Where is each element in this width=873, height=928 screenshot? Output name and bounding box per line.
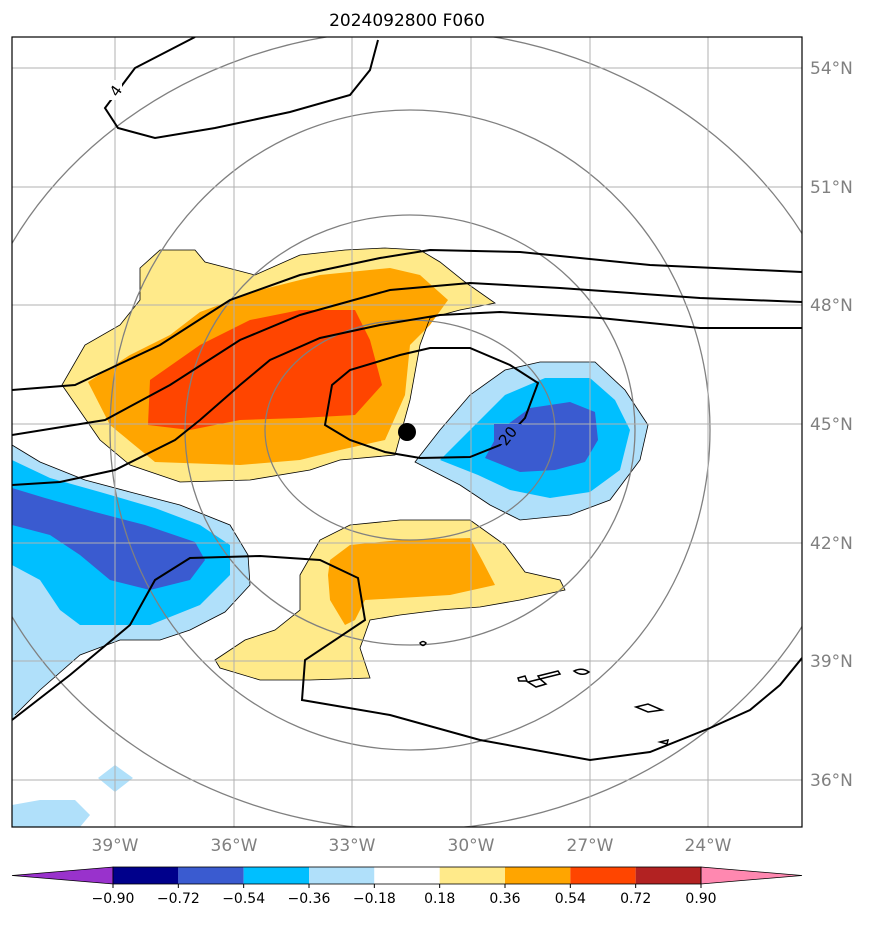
colorbar-tick-label: 0.90: [685, 891, 716, 907]
colorbar-extend-low: [11, 866, 114, 885]
contour-small-4: [536, 670, 562, 680]
colorbar-tick-label: −0.54: [222, 891, 265, 907]
colorbar-tick-label: −0.18: [353, 891, 396, 907]
lat-label: 39°N: [810, 652, 853, 672]
map-panel: 4 20: [12, 37, 802, 827]
longitude-labels: 39°W 36°W 33°W 30°W 27°W 24°W: [92, 836, 732, 856]
contour-small-6: [633, 703, 665, 713]
colorbar-tick-label: 0.18: [424, 891, 455, 907]
lat-label: 51°N: [810, 178, 853, 198]
lon-label: 24°W: [685, 836, 732, 856]
colorbar-tick-label: −0.90: [92, 891, 135, 907]
fill-red-north: [148, 310, 382, 430]
colorbar-tick-label: 0.36: [489, 891, 520, 907]
colorbar-swatch: [439, 867, 505, 884]
fill-blue-west: [12, 488, 205, 590]
colorbar-tick-label: −0.72: [157, 891, 200, 907]
fill-orange-south: [328, 538, 495, 625]
colorbar-swatch: [505, 867, 571, 884]
colorbar-swatch: [243, 867, 309, 884]
colorbar-swatch: [635, 867, 701, 884]
lat-label: 42°N: [810, 534, 853, 554]
figure-title: 2024092800 F060: [329, 11, 485, 31]
contour-small-3: [526, 678, 548, 688]
contour-small-5: [572, 668, 591, 675]
lat-label: 36°N: [810, 771, 853, 791]
fill-blue-east: [485, 402, 598, 472]
map-frame: [11, 36, 803, 828]
shading-outline: [12, 247, 649, 716]
lat-label: 48°N: [810, 296, 853, 316]
latitude-labels: 54°N 51°N 48°N 45°N 42°N 39°N 36°N: [810, 59, 853, 791]
lat-label: 45°N: [810, 415, 853, 435]
contour-jet-3: [12, 310, 802, 486]
lon-label: 39°W: [92, 836, 139, 856]
fill-lightblue-blob-2: [12, 800, 90, 827]
storm-center-marker: [398, 423, 416, 441]
contour-label-20-bg: [494, 424, 522, 444]
colorbar-frame: [112, 866, 702, 885]
colorbar-swatch: [113, 867, 179, 884]
lat-label: 54°N: [810, 59, 853, 79]
colorbar-tick-label: 0.72: [620, 891, 651, 907]
contour-closed-20: [323, 347, 540, 460]
colorbar-swatch: [374, 867, 440, 884]
colorbar: −0.90 −0.72 −0.54 −0.36 −0.18 0.18 0.36 0.54 0.7…: [11, 866, 803, 907]
graticule: [12, 37, 802, 827]
colorbar-extend-high: [700, 866, 803, 885]
lon-label: 36°W: [211, 836, 258, 856]
contour-label-4-bg: [106, 80, 122, 100]
colorbar-tick-label: −0.36: [288, 891, 331, 907]
colorbar-tick-label: 0.54: [555, 891, 586, 907]
contour-small-1: [419, 640, 427, 647]
contour-small-2: [517, 675, 529, 682]
contour-south: [12, 554, 802, 762]
contour-small-7: [657, 738, 670, 745]
lon-label: 30°W: [448, 836, 495, 856]
colorbar-swatch: [178, 867, 244, 884]
contour-jet-1: [12, 248, 802, 391]
contour-jet-2: [12, 281, 802, 436]
colorbar-swatch: [309, 867, 375, 884]
colorbar-swatch: [570, 867, 636, 884]
lon-label: 33°W: [329, 836, 376, 856]
lon-label: 27°W: [567, 836, 614, 856]
